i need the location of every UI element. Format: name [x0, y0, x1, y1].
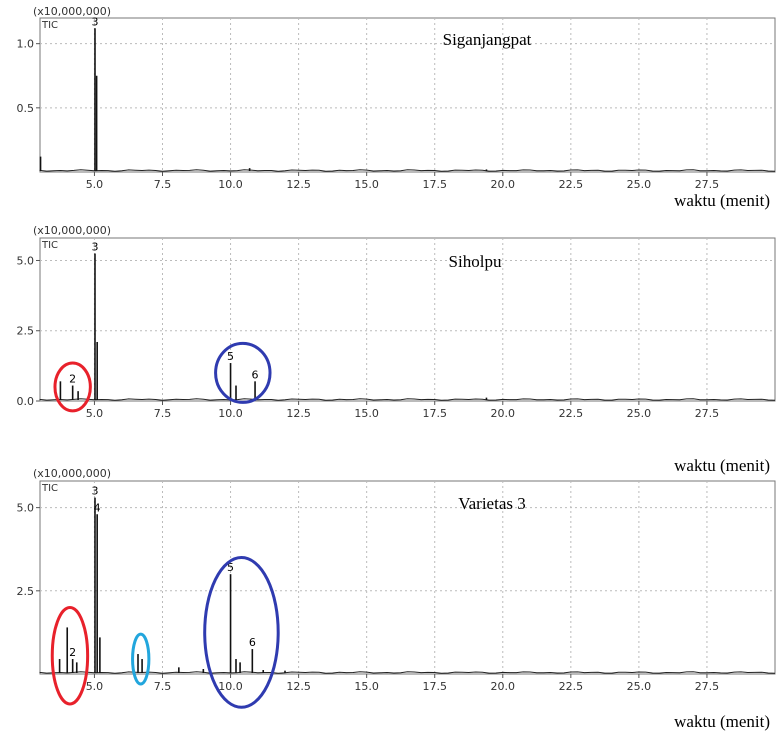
x-tick-label: 20.0: [491, 407, 516, 420]
x-tick-label: 7.5: [154, 178, 172, 191]
x-axis-label: waktu (menit): [674, 712, 770, 731]
y-tick-label: 5.0: [17, 254, 35, 267]
baseline-trace: [39, 671, 776, 674]
highlight-ellipse-1: [50, 605, 90, 706]
y-multiplier-label: (x10,000,000): [33, 467, 111, 480]
plot-frame: [39, 17, 776, 173]
x-tick-label: 17.5: [422, 407, 447, 420]
x-axis-label-upper: waktu (menit): [674, 456, 770, 475]
peak-label: 6: [249, 636, 256, 649]
baseline-trace: [39, 169, 776, 172]
x-tick-label: 12.5: [286, 680, 311, 693]
highlight-ellipse-3: [203, 556, 280, 709]
chart-title: Siganjangpat: [443, 30, 532, 49]
x-tick-label: 22.5: [559, 680, 584, 693]
chart-title: Siholpu: [449, 252, 502, 271]
peak-label: 3: [91, 240, 98, 253]
x-tick-label: 10.0: [218, 178, 243, 191]
x-tick-label: 5.0: [86, 407, 104, 420]
x-tick-label: 27.5: [695, 680, 720, 693]
x-tick-label: 27.5: [695, 178, 720, 191]
baseline-trace: [39, 398, 776, 401]
peak-label: 4: [94, 501, 101, 514]
y-tick-label: 1.0: [17, 38, 35, 51]
x-tick-label: 22.5: [559, 407, 584, 420]
chromatogram-panel-1: 5.0 7.5 10.0 12.5 15.0 17.5 20.0 22.5 25.0 27.5 0.…: [17, 5, 776, 210]
x-tick-label: 25.0: [627, 178, 652, 191]
highlight-ellipse-1: [53, 361, 92, 413]
x-tick-label: 12.5: [286, 178, 311, 191]
y-multiplier-label: (x10,000,000): [33, 5, 111, 18]
x-tick-label: 5.0: [86, 680, 104, 693]
peak-label: 5: [227, 350, 234, 363]
x-tick-label: 27.5: [695, 407, 720, 420]
detector-label: TIC: [41, 20, 58, 31]
x-tick-label: 5.0: [86, 178, 104, 191]
x-tick-label: 7.5: [154, 407, 172, 420]
highlight-ellipse-2: [214, 341, 272, 404]
y-multiplier-label: (x10,000,000): [33, 224, 111, 237]
peak-label: 2: [69, 373, 76, 386]
x-tick-label: 20.0: [491, 178, 516, 191]
x-tick-label: 15.0: [354, 680, 379, 693]
x-tick-label: 22.5: [559, 178, 584, 191]
chart-title: Varietas 3: [458, 494, 526, 513]
y-tick-label: 2.5: [17, 585, 35, 598]
x-tick-label: 7.5: [154, 680, 172, 693]
plot-frame: [39, 480, 776, 675]
detector-label: TIC: [41, 240, 58, 251]
peak-label: 6: [252, 368, 259, 381]
y-tick-label: 5.0: [17, 502, 35, 515]
plot-frame: [39, 237, 776, 402]
x-axis-label: waktu (menit): [674, 191, 770, 210]
x-tick-label: 17.5: [422, 680, 447, 693]
x-tick-label: 20.0: [491, 680, 516, 693]
chromatogram-panel-3: 5.0 7.5 10.0 12.5 15.0 17.5 20.0 22.5 25.0 27.52.…: [17, 456, 776, 731]
peak-label: 5: [227, 561, 234, 574]
y-tick-label: 0.5: [17, 102, 35, 115]
peak-label: 3: [91, 485, 98, 498]
y-tick-label: 0.0: [17, 395, 35, 408]
x-tick-label: 15.0: [354, 407, 379, 420]
x-tick-label: 25.0: [627, 680, 652, 693]
x-tick-label: 10.0: [218, 680, 243, 693]
peak-label: 2: [69, 646, 76, 659]
y-tick-label: 2.5: [17, 325, 35, 338]
chromatogram-panel-2: 5.0 7.5 10.0 12.5 15.0 17.5 20.0 22.5 25.0 27.50.…: [17, 224, 776, 420]
x-tick-label: 15.0: [354, 178, 379, 191]
detector-label: TIC: [41, 483, 58, 494]
highlight-ellipse-2: [131, 632, 151, 686]
x-tick-label: 25.0: [627, 407, 652, 420]
x-tick-label: 12.5: [286, 407, 311, 420]
peak-label: 3: [91, 15, 98, 28]
x-tick-label: 10.0: [218, 407, 243, 420]
x-tick-label: 17.5: [422, 178, 447, 191]
